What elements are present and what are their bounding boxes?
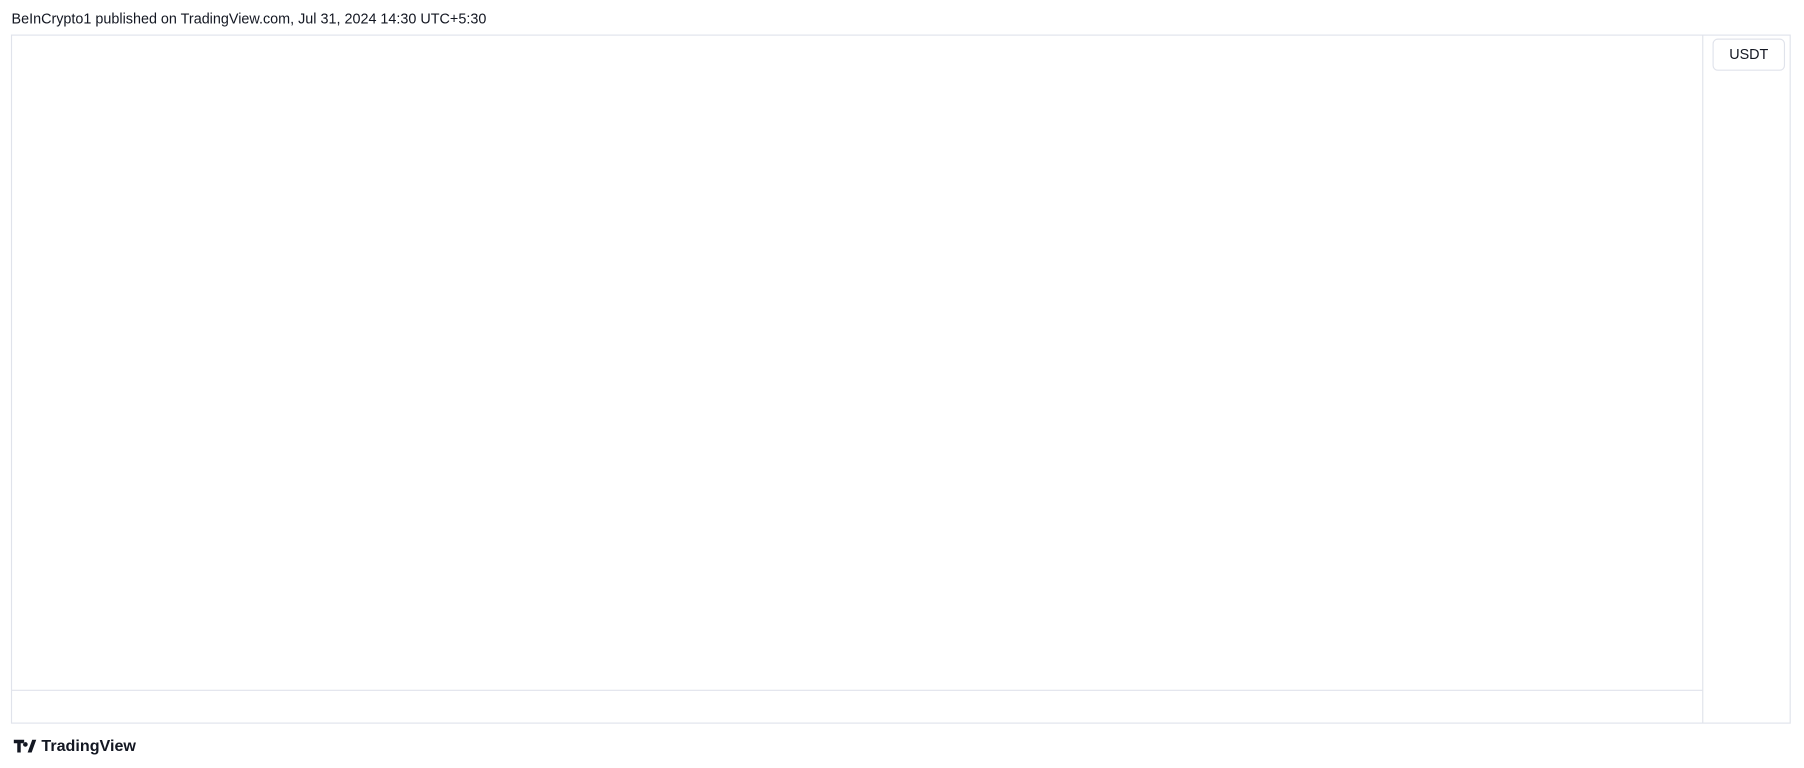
currency-label[interactable]: USDT: [1729, 47, 1768, 63]
tradingview-logo: [13, 739, 37, 753]
currency-button[interactable]: [1712, 38, 1786, 71]
tradingview-brand: TradingView: [41, 737, 136, 755]
published-note: BeInCrypto1 published on TradingView.com…: [12, 11, 487, 27]
chart-frame: [10, 34, 1791, 724]
